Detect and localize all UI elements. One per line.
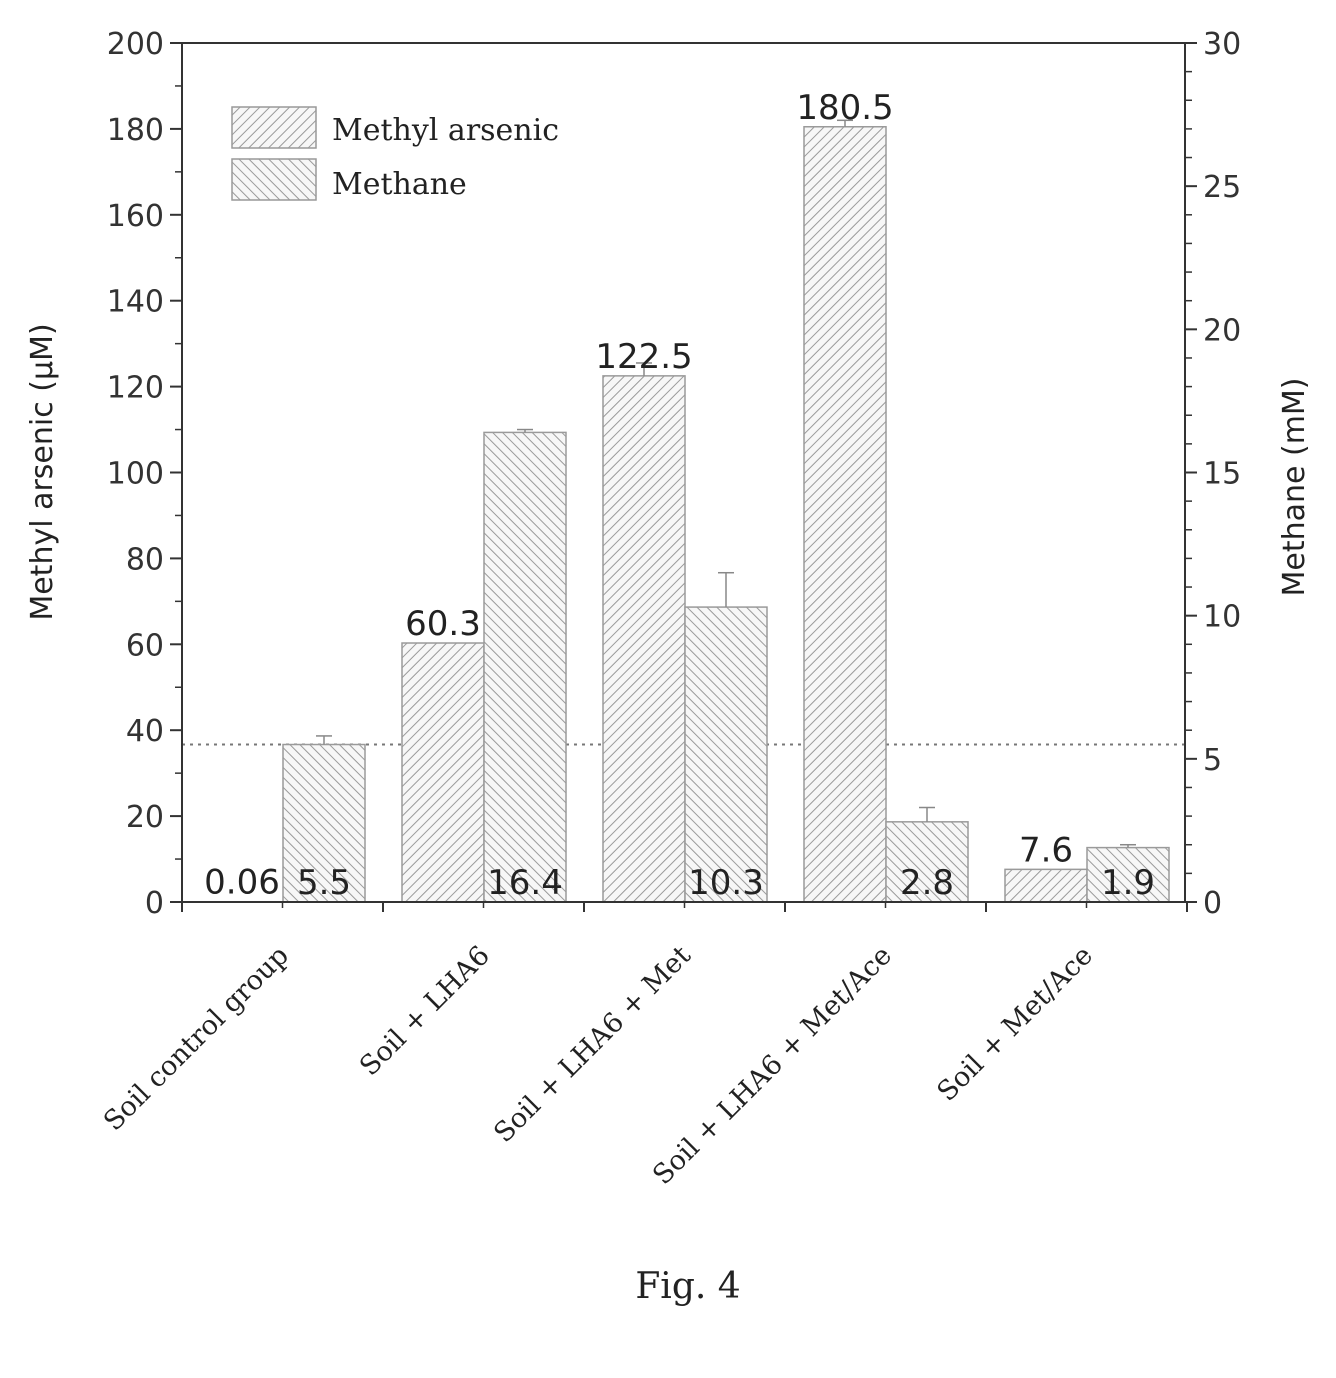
y-tick-label-left: 20 xyxy=(126,800,164,835)
legend-swatch-methyl-arsenic xyxy=(231,106,317,149)
data-label: 2.8 xyxy=(900,863,954,903)
y-tick-label-left: 200 xyxy=(107,27,164,62)
data-label: 5.5 xyxy=(297,863,351,903)
bars-layer xyxy=(200,119,1170,903)
figure-caption: Fig. 4 xyxy=(635,1266,740,1307)
y-axis-title-right: Methane (mM) xyxy=(1277,377,1312,596)
legend-label-methyl-arsenic: Methyl arsenic xyxy=(332,113,559,148)
data-label: 122.5 xyxy=(595,337,692,377)
data-label: 180.5 xyxy=(796,88,893,128)
y-tick-label-left: 60 xyxy=(126,628,164,663)
legend: Methyl arsenic Methane xyxy=(231,106,559,202)
y-tick-label-right: 30 xyxy=(1203,27,1241,62)
data-label: 0.06 xyxy=(204,863,280,903)
x-category-label: Soil control group xyxy=(98,940,295,1137)
x-category-label: Soil + LHA6 + Met/Ace xyxy=(647,940,898,1191)
data-label: 60.3 xyxy=(405,604,481,644)
bar-methane-0 xyxy=(282,743,366,903)
x-category-label: Soil + Met/Ace xyxy=(931,940,1099,1108)
y-tick-label-right: 25 xyxy=(1203,170,1241,205)
bar-methyl-arsenic-2 xyxy=(602,375,686,903)
y-axis-title-left: Methyl arsenic (μM) xyxy=(25,323,60,620)
legend-label-methane: Methane xyxy=(332,167,467,202)
bar-methyl-arsenic-3 xyxy=(803,126,887,903)
bar-methane-1 xyxy=(483,431,567,903)
data-label: 10.3 xyxy=(688,863,764,903)
data-label: 7.6 xyxy=(1019,830,1073,870)
y-tick-label-right: 10 xyxy=(1203,600,1241,635)
x-category-label: Soil + LHA6 xyxy=(354,940,496,1082)
y-tick-label-right: 5 xyxy=(1203,743,1222,778)
y-tick-label-left: 180 xyxy=(107,113,164,148)
bar-methyl-arsenic-1 xyxy=(401,642,485,903)
y-tick-label-left: 40 xyxy=(126,714,164,749)
legend-swatch-methane xyxy=(231,158,317,201)
y-tick-label-left: 160 xyxy=(107,199,164,234)
y-tick-label-right: 0 xyxy=(1203,886,1222,921)
data-labels-layer: 0.06 5.5 60.3 16.4 122.5 10.3 180.5 2.8 7.6 1.9 xyxy=(204,88,1155,903)
y-tick-label-right: 20 xyxy=(1203,313,1241,348)
y-tick-label-left: 140 xyxy=(107,285,164,320)
y-tick-label-left: 100 xyxy=(107,457,164,492)
y-tick-label-left: 120 xyxy=(107,371,164,406)
y-tick-label-right: 15 xyxy=(1203,457,1241,492)
data-label: 16.4 xyxy=(487,863,563,903)
bar-methane-2 xyxy=(684,606,768,903)
x-category-label: Soil + LHA6 + Met xyxy=(488,940,697,1149)
bar-methyl-arsenic-4 xyxy=(1004,868,1088,903)
data-label: 1.9 xyxy=(1101,863,1155,903)
y-tick-label-left: 0 xyxy=(145,886,164,921)
y-tick-label-left: 80 xyxy=(126,542,164,577)
